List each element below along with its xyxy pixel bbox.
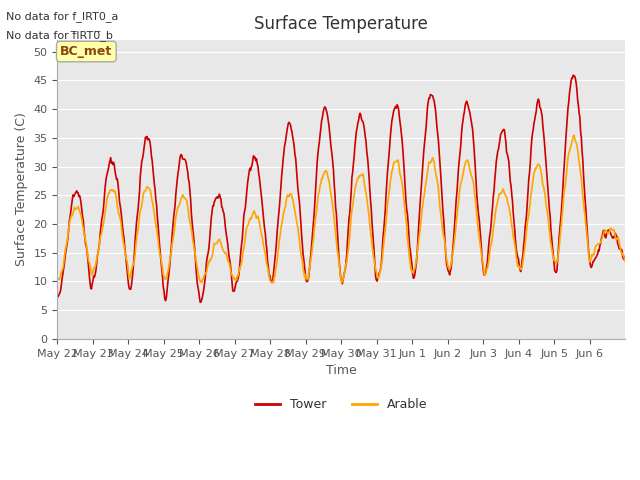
Tower [120, 236, 128, 241]
Tower [54, 293, 61, 299]
Text: No data for f_IRT0_a: No data for f_IRT0_a [6, 11, 119, 22]
X-axis label: Time: Time [326, 364, 356, 377]
Tower [433, 116, 440, 122]
Arable [54, 277, 61, 283]
Arable [338, 280, 346, 286]
Tower [275, 212, 282, 217]
Line: Tower: Tower [58, 75, 625, 302]
Tower [253, 161, 261, 167]
Arable [570, 132, 578, 138]
Text: No data for f̅IRT0̅_b: No data for f̅IRT0̅_b [6, 30, 113, 41]
Line: Arable: Arable [58, 135, 625, 283]
Arable [621, 258, 629, 264]
Text: BC_met: BC_met [60, 45, 113, 58]
Tower [621, 254, 629, 260]
Y-axis label: Surface Temperature (C): Surface Temperature (C) [15, 113, 28, 266]
Tower [570, 72, 577, 78]
Legend: Tower, Arable: Tower, Arable [250, 394, 432, 416]
Arable [225, 259, 232, 264]
Tower [225, 254, 233, 260]
Title: Surface Temperature: Surface Temperature [254, 15, 428, 33]
Arable [253, 216, 260, 221]
Arable [433, 173, 440, 179]
Arable [401, 202, 408, 208]
Tower [401, 172, 408, 178]
Tower [196, 300, 204, 305]
Arable [120, 242, 128, 248]
Arable [274, 251, 282, 256]
